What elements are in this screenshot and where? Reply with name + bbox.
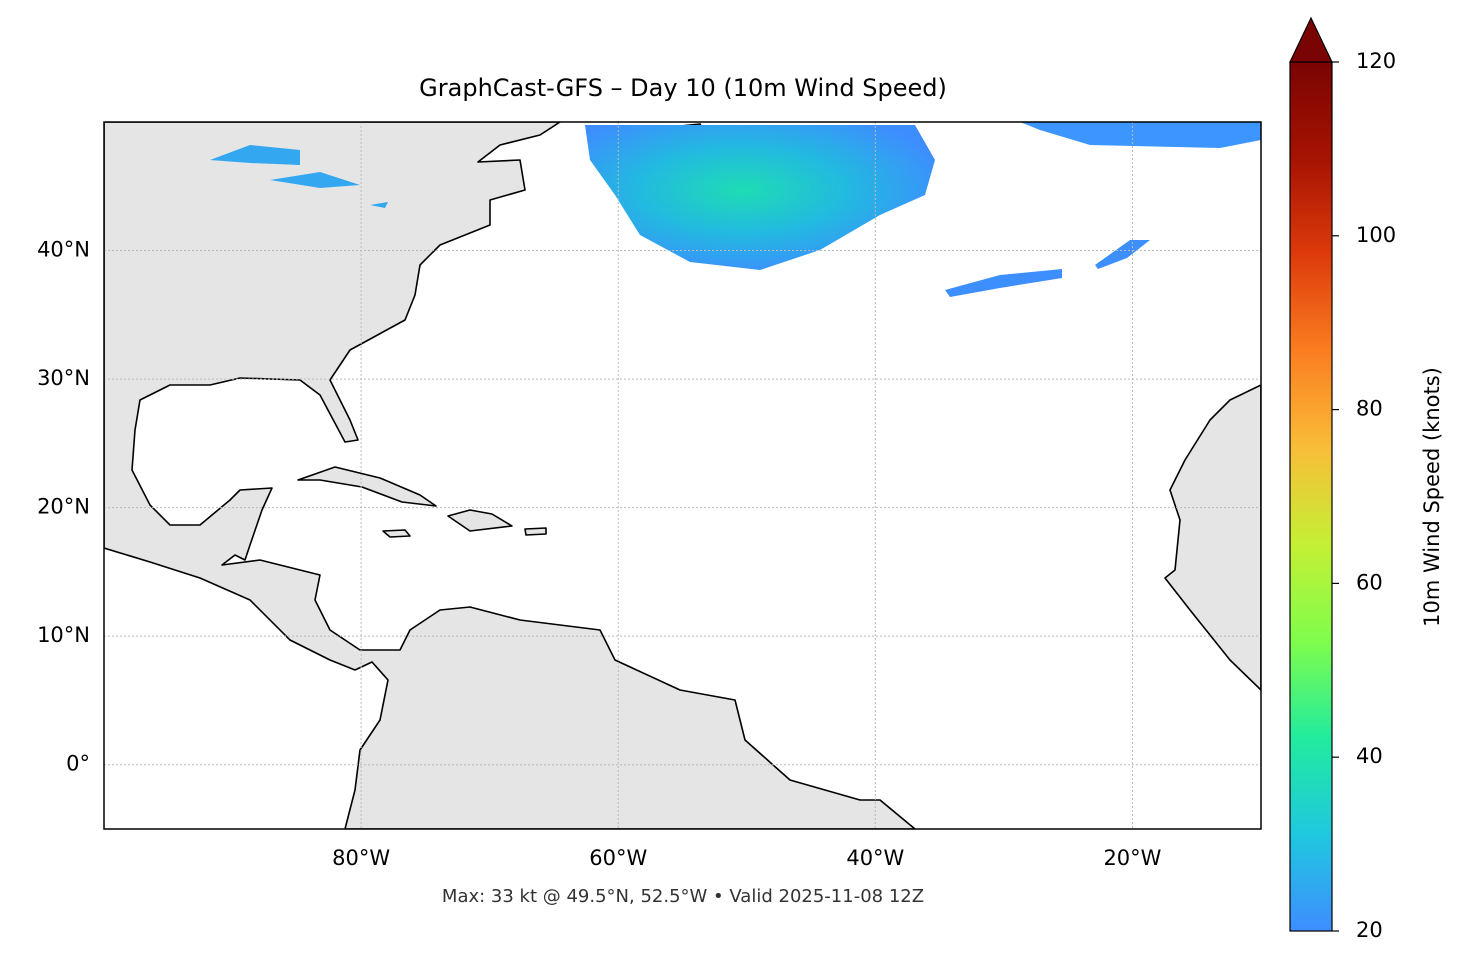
y-tick-label: 10°N [37,623,90,647]
x-tick-label: 20°W [1103,846,1161,870]
cuba [297,466,437,507]
footer: Max: 33 kt @ 49.5°N, 52.5°W • Valid 2025… [442,886,924,907]
puerto-rico [524,527,547,536]
map-frame [103,121,1262,830]
colorbar [1289,61,1333,932]
y-tick-label: 0° [66,752,90,776]
y-tick-label: 20°N [37,495,90,519]
wind-field [585,125,935,270]
map [104,122,1261,829]
wind-field [1095,240,1150,269]
colorbar-tick-label: 100 [1356,223,1396,247]
colorbar-tick-label: 40 [1356,744,1383,768]
x-tick-label: 60°W [589,846,647,870]
colorbar-tick-label: 60 [1356,570,1383,594]
x-tick-label: 40°W [846,846,904,870]
americas [104,122,916,829]
jamaica [382,529,411,538]
africa [1164,384,1261,691]
colorbar-extend [1289,16,1333,63]
wind-field [945,269,1062,297]
colorbar-tick-label: 120 [1356,49,1396,73]
chart-title: GraphCast-GFS – Day 10 (10m Wind Speed) [419,74,947,102]
x-tick-label: 80°W [332,846,390,870]
colorbar-tick-label: 20 [1356,918,1383,942]
wind-field [1020,122,1261,148]
y-tick-label: 40°N [37,238,90,262]
y-tick-label: 30°N [37,366,90,390]
wind-field [210,145,388,208]
colorbar-label: 10m Wind Speed (knots) [1420,367,1444,627]
hispaniola [447,509,513,532]
colorbar-tick-label: 80 [1356,397,1383,421]
graticule [104,122,1261,829]
